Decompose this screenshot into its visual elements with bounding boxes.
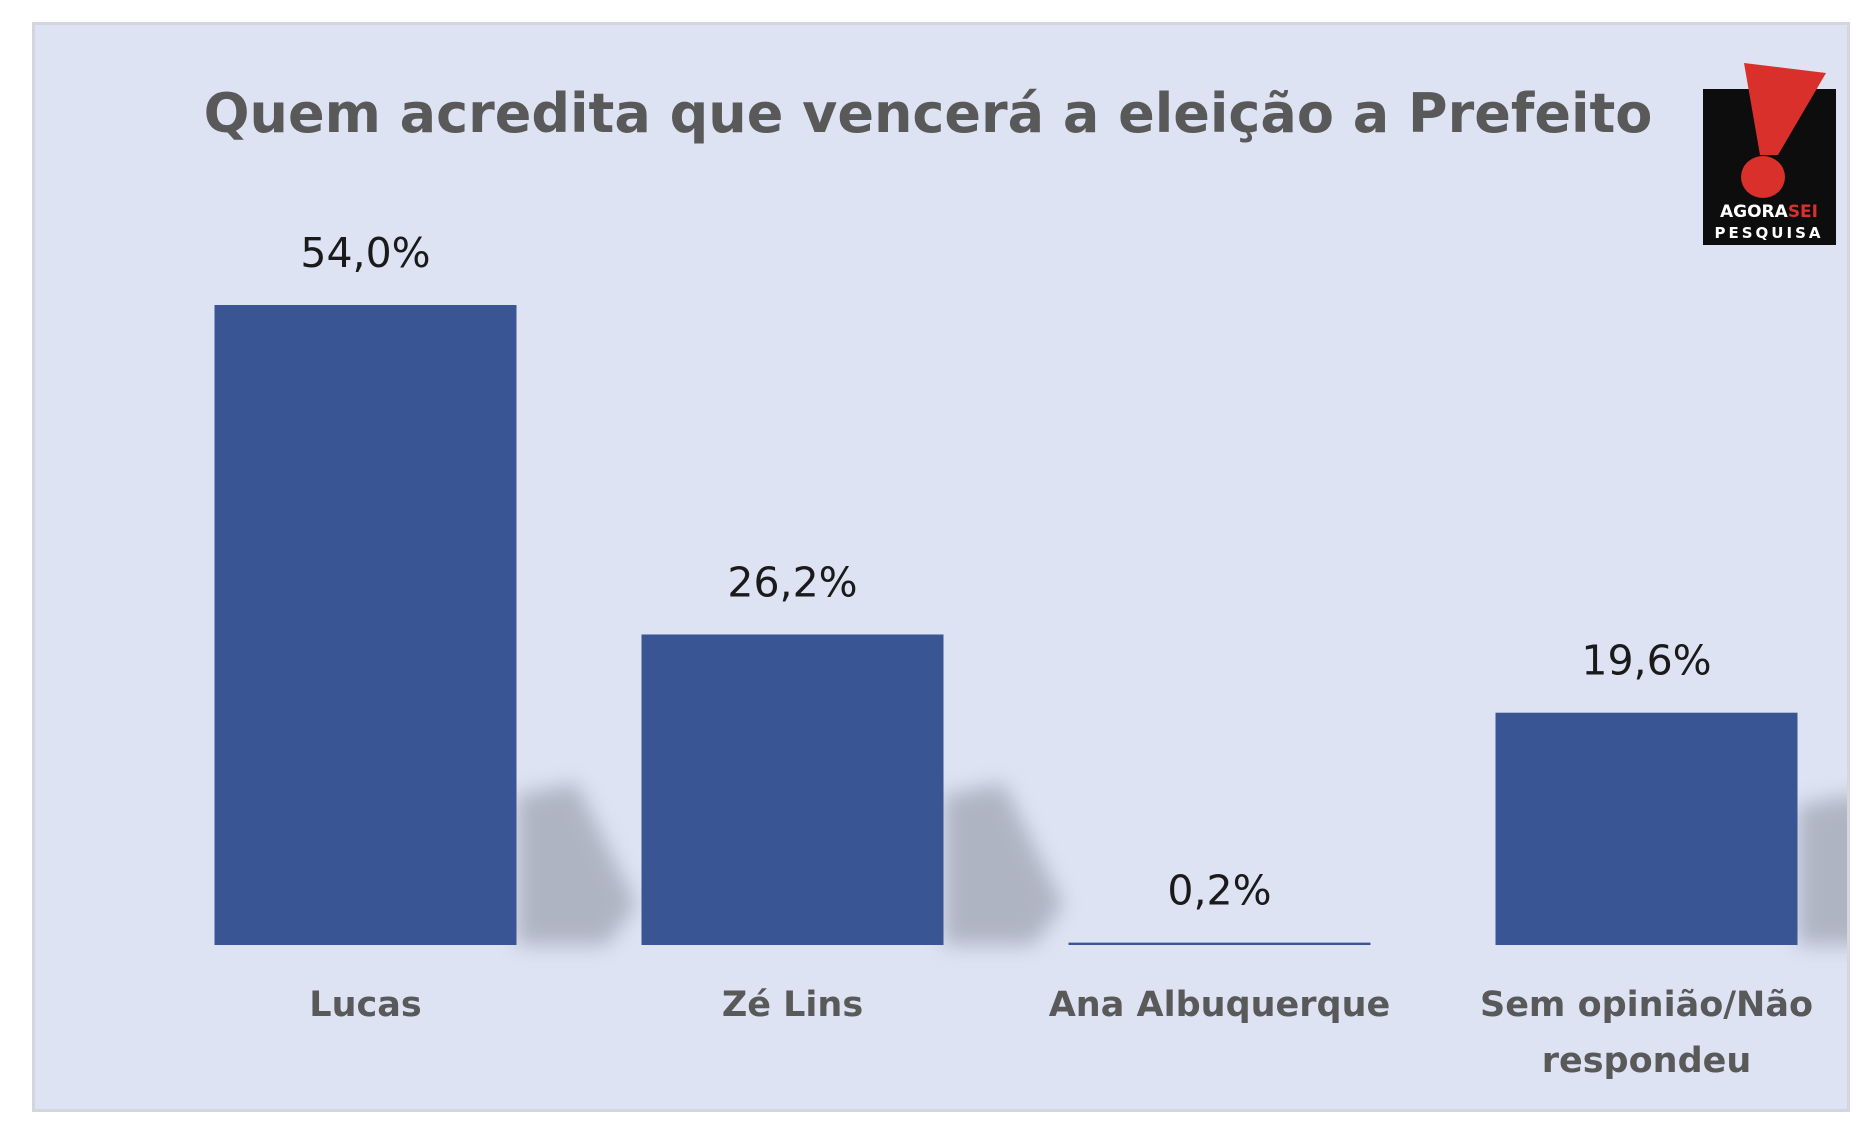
value-label: 54,0% [300, 229, 430, 277]
bar [1068, 942, 1371, 945]
value-label: 19,6% [1581, 637, 1711, 685]
bar [641, 634, 944, 945]
value-label: 0,2% [1167, 867, 1271, 915]
category-label: Sem opinião/Não respondeu [1480, 985, 1813, 1081]
category-label: Lucas [309, 985, 421, 1025]
bar [214, 305, 517, 945]
category-label: Ana Albuquerque [1049, 985, 1391, 1025]
bar-chart: Quem acredita que vencerá a eleição a Pr… [204, 63, 1876, 1081]
logo-line2: PESQUISA [1715, 224, 1824, 242]
category-labels: Lucas Zé Lins Ana Albuquerque Sem opinião/N… [309, 985, 1813, 1081]
logo-line1: AGORASEI [1720, 202, 1818, 222]
chart-panel: Quem acredita que vencerá a eleição a Pr… [32, 22, 1876, 1112]
exclamation-logo-icon [1741, 63, 1826, 198]
bar-shadow [516, 783, 637, 945]
chart-title: Quem acredita que vencerá a eleição a Pr… [204, 82, 1653, 145]
agorasei-logo: AGORASEI PESQUISA [1703, 63, 1836, 245]
bar-shadow [1797, 793, 1876, 945]
bar-shadow [943, 783, 1064, 945]
value-labels: 54,0% 26,2% 0,2% 19,6% [300, 229, 1711, 915]
value-label: 26,2% [727, 558, 857, 606]
bars [214, 305, 1798, 945]
category-label: Zé Lins [722, 985, 863, 1025]
bar [1495, 712, 1798, 945]
